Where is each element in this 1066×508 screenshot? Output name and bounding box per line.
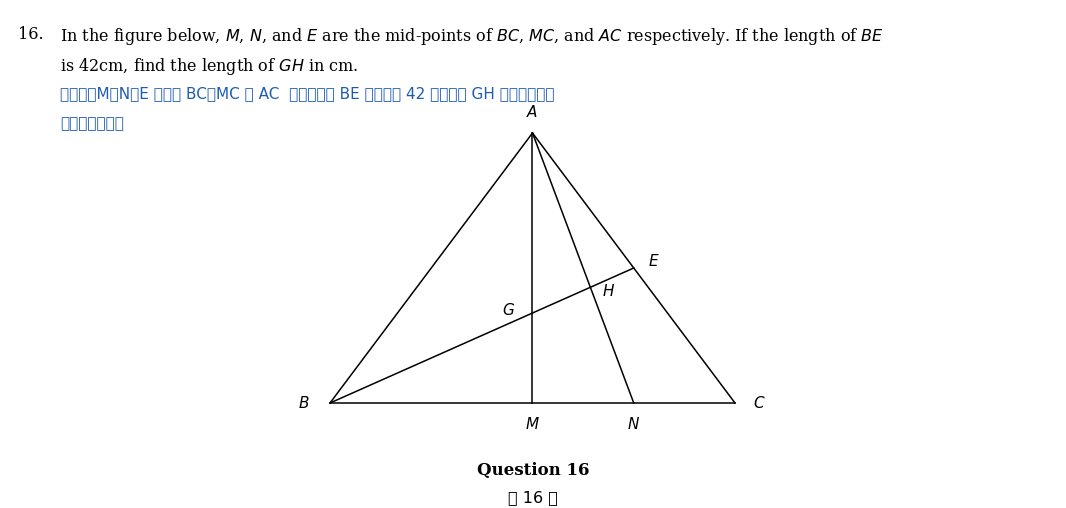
Text: $E$: $E$	[648, 253, 660, 269]
Text: is 42cm, find the length of $GH$ in cm.: is 42cm, find the length of $GH$ in cm.	[60, 56, 358, 77]
Text: 附圖中，M、N、E 分別為 BC、MC 及 AC  的中點，若 BE 的長度為 42 厘米，求 GH 的長度〔以厘: 附圖中，M、N、E 分別為 BC、MC 及 AC 的中點，若 BE 的長度為 4…	[60, 86, 554, 101]
Text: $B$: $B$	[298, 395, 310, 411]
Text: $H$: $H$	[602, 283, 615, 299]
Text: $N$: $N$	[627, 416, 641, 432]
Text: Question 16: Question 16	[477, 461, 589, 479]
Text: $G$: $G$	[502, 302, 516, 318]
Text: $A$: $A$	[527, 104, 538, 120]
Text: 第 16 題: 第 16 題	[508, 491, 558, 505]
Text: 16.: 16.	[18, 26, 44, 43]
Text: 米表示答案〕。: 米表示答案〕。	[60, 116, 124, 131]
Text: $C$: $C$	[753, 395, 765, 411]
Text: $M$: $M$	[526, 416, 539, 432]
Text: In the figure below, $M$, $N$, and $E$ are the mid-points of $BC$, $MC$, and $AC: In the figure below, $M$, $N$, and $E$ a…	[60, 26, 884, 47]
